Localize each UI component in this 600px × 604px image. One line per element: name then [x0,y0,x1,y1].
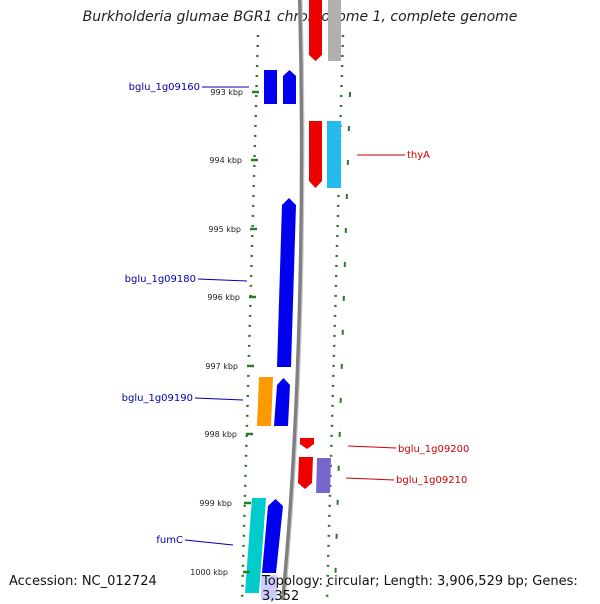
gene-purple [316,458,331,493]
gene-forward-a [264,70,277,104]
gene-fumC [245,498,266,593]
tick-label-994: 994 kbp [209,156,242,165]
scale-ticks [243,90,259,574]
gene-label-bglu_1g09190[interactable]: bglu_1g09190 [122,393,193,404]
tick-label-1000: 1000 kbp [190,568,228,577]
accession-text: Accession: NC_012724 [9,574,157,589]
tick-label-999: 999 kbp [199,499,232,508]
gene-forward-bottom [262,499,283,573]
gene-orange [257,377,273,426]
tick-label-995: 995 kbp [208,225,241,234]
gene-bglu_1g09180 [277,198,296,367]
tick-label-998: 998 kbp [204,430,237,439]
gene-bglu_1g09190 [274,378,290,426]
gene-reverse-top [309,0,322,61]
tick-label-996: 996 kbp [207,293,240,302]
gene-lavender-bottom [261,575,277,600]
gene-cyan-right [327,121,341,188]
gene-grey-top [328,0,341,61]
gene-bglu_1g09210 [298,457,313,489]
track-outline-left [240,34,260,600]
gene-label-bglu_1g09200[interactable]: bglu_1g09200 [398,444,469,455]
gene-label-thyA[interactable]: thyA [407,150,430,161]
gene-forward-b [283,70,296,104]
tick-label-993: 993 kbp [210,88,243,97]
gene-label-bglu_1g09160[interactable]: bglu_1g09160 [129,82,200,93]
chromosome-backbone [281,0,304,600]
gene-bglu_1g09200 [300,438,314,449]
gene-label-bglu_1g09210[interactable]: bglu_1g09210 [396,475,467,486]
gene-label-bglu_1g09180[interactable]: bglu_1g09180 [125,274,196,285]
track-outline-right [325,34,345,600]
gene-label-fumC[interactable]: fumC [156,535,183,546]
gene-thyA [309,121,322,188]
tick-label-997: 997 kbp [205,362,238,371]
